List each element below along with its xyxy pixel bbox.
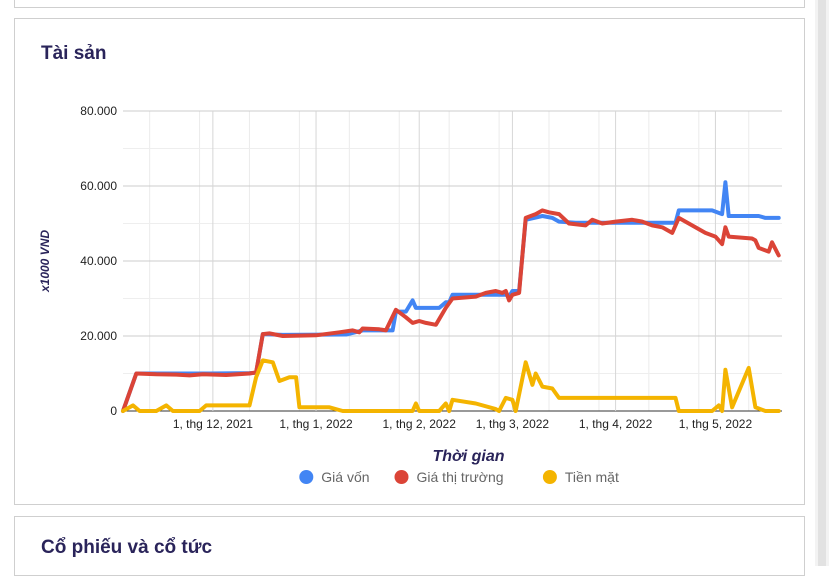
series-line-Tiền mặt[interactable] (121, 358, 781, 413)
legend-label: Tiền mặt (565, 469, 619, 485)
x-tick-label: 1, thg 3, 2022 (476, 417, 550, 431)
y-tick-label: 40.000 (80, 254, 117, 268)
x-tick-label: 1, thg 1, 2022 (279, 417, 353, 431)
y-tick-label: 0 (110, 404, 117, 418)
legend-item[interactable]: Giá thị trường (394, 469, 504, 485)
y-tick-label: 60.000 (80, 179, 117, 193)
scrollbar-thumb[interactable] (818, 0, 826, 566)
stocks-dividends-card: Cổ phiếu và cổ tức (14, 516, 805, 576)
legend-item[interactable]: Giá vốn (299, 469, 370, 485)
legend-swatch (394, 470, 409, 484)
legend-label: Giá thị trường (417, 469, 504, 485)
x-tick-label: 1, thg 2, 2022 (383, 417, 457, 431)
assets-card-title: Tài sản (41, 43, 107, 64)
series-line-Giá thị trường[interactable] (121, 208, 781, 413)
x-tick-label: 1, thg 5, 2022 (679, 417, 753, 431)
assets-line-chart: 0 20.000 40.000 60.000 80.000 1, thg 12, 2021… (38, 104, 782, 485)
y-tick-label: 20.000 (80, 329, 117, 343)
y-axis-title: x1000 VND (38, 230, 52, 293)
assets-card: Tài sản 0 20.000 40.000 60.000 80.000 1, thg … (14, 18, 805, 505)
y-tick-label: 80.000 (80, 104, 117, 118)
legend-item[interactable]: Tiền mặt (542, 469, 619, 485)
legend-swatch (299, 470, 314, 484)
previous-card (14, 0, 805, 8)
x-tick-label: 1, thg 12, 2021 (173, 417, 253, 431)
legend-label: Giá vốn (321, 469, 369, 485)
x-tick-label: 1, thg 4, 2022 (579, 417, 653, 431)
stocks-card-title: Cổ phiếu và cổ tức (41, 537, 213, 558)
legend-swatch (542, 470, 557, 484)
x-axis-title: Thời gian (432, 448, 504, 465)
